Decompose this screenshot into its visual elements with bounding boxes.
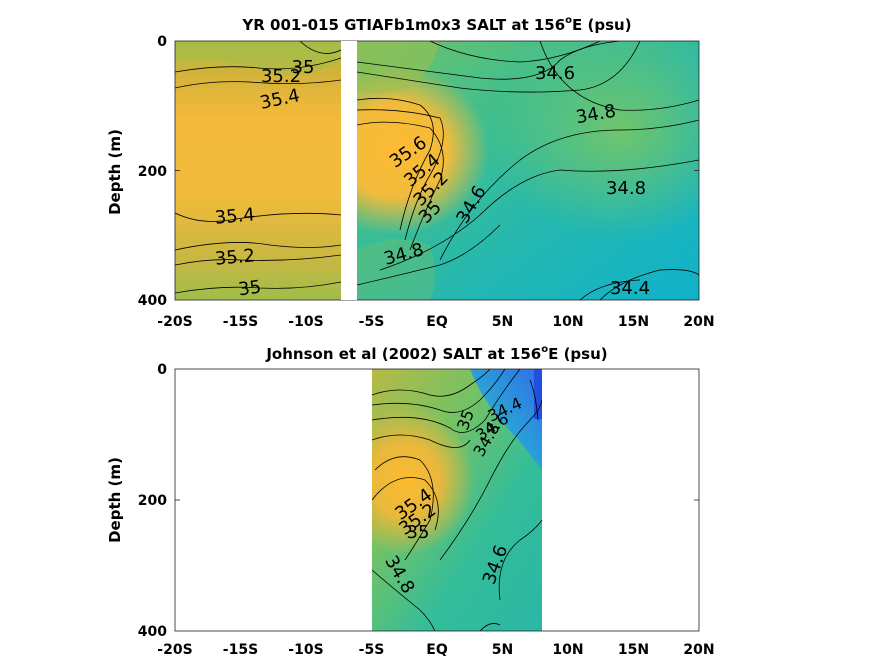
bottom-panel: Johnson et al (2002) SALT at 156oE (psu)… — [106, 344, 715, 656]
x-tick-label: -10S — [288, 642, 323, 656]
top-y-axis-label: Depth (m) — [106, 129, 124, 215]
x-tick-label: -20S — [157, 642, 192, 656]
top-title: YR 001-015 GTIAFb1m0x3 SALT at 156oE (ps… — [241, 15, 631, 34]
x-tick-label: -5S — [359, 314, 385, 330]
contour-label: 35.2 — [214, 245, 256, 269]
top-x-ticks: -20S -15S -10S -5S EQ 5N 10N 15N 20N — [157, 314, 714, 330]
x-tick-label: -5S — [359, 642, 385, 656]
contour-label: 35.2 — [261, 66, 301, 87]
contour-label: 35 — [237, 277, 263, 301]
y-tick-label: 400 — [138, 624, 167, 640]
bottom-contours — [372, 369, 542, 631]
bottom-y-ticks: 0 200 400 — [138, 362, 699, 640]
x-tick-label: 10N — [552, 642, 583, 656]
x-tick-label: 5N — [492, 314, 513, 330]
contour-label: 35 — [292, 57, 315, 78]
contour-label: 35.4 — [214, 204, 256, 228]
x-tick-label: -15S — [223, 642, 258, 656]
y-tick-label: 400 — [138, 293, 167, 309]
bottom-title: Johnson et al (2002) SALT at 156oE (psu) — [265, 344, 607, 363]
x-tick-label: 5N — [492, 642, 513, 656]
top-field-south — [175, 41, 341, 300]
contour-label: 35 — [407, 522, 430, 543]
x-tick-label: -15S — [223, 314, 258, 330]
contour-label: 34.6 — [535, 63, 575, 84]
x-tick-label: 15N — [618, 642, 649, 656]
y-tick-label: 200 — [138, 164, 167, 180]
y-tick-label: 0 — [157, 34, 167, 50]
x-tick-label: -10S — [288, 314, 323, 330]
y-tick-label: 0 — [157, 362, 167, 378]
x-tick-label: 15N — [618, 314, 649, 330]
x-tick-label: EQ — [426, 642, 448, 656]
top-data-gap — [341, 41, 357, 300]
top-panel: YR 001-015 GTIAFb1m0x3 SALT at 156oE (ps… — [106, 15, 715, 330]
x-tick-label: -20S — [157, 314, 192, 330]
bottom-y-axis-label: Depth (m) — [106, 457, 124, 543]
bottom-field — [372, 369, 542, 631]
top-y-ticks: 0 200 400 — [138, 34, 699, 309]
x-tick-label: 20N — [683, 642, 714, 656]
contour-label: 34.8 — [606, 178, 646, 199]
contour-label: 34.4 — [610, 278, 650, 299]
x-tick-label: EQ — [426, 314, 448, 330]
top-contours — [175, 41, 699, 300]
y-tick-label: 200 — [138, 493, 167, 509]
bottom-x-ticks: -20S -15S -10S -5S EQ 5N 10N 15N 20N — [157, 642, 714, 656]
x-tick-label: 10N — [552, 314, 583, 330]
x-tick-label: 20N — [683, 314, 714, 330]
